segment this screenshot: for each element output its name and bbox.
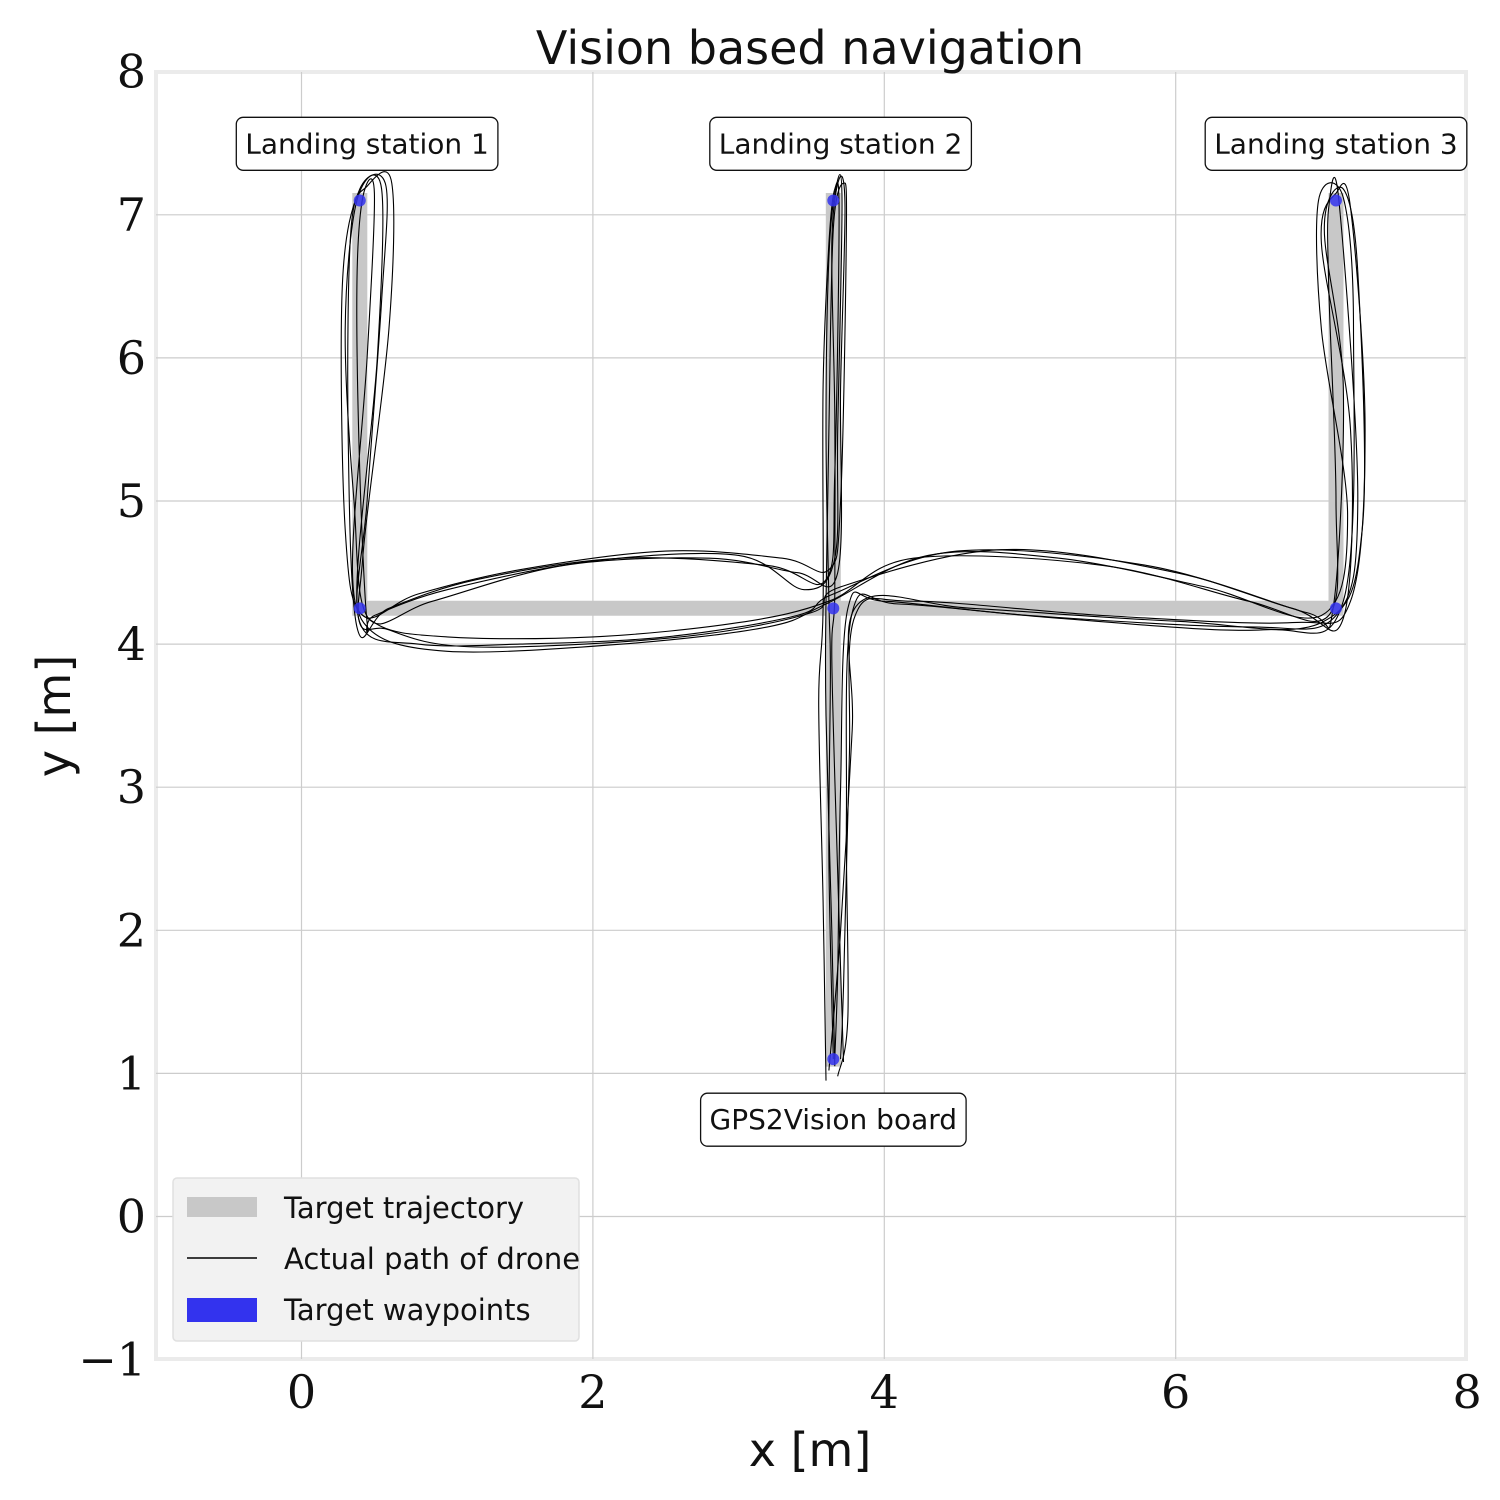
y-tick-label: −1 bbox=[78, 1333, 146, 1387]
actual-path-line bbox=[347, 171, 1355, 1081]
actual-path-line bbox=[344, 174, 1366, 1071]
x-tick-label: 6 bbox=[1161, 1365, 1190, 1419]
annotation-label: GPS2Vision board bbox=[710, 1103, 958, 1136]
legend: Target trajectory Actual path of drone T… bbox=[172, 1177, 580, 1342]
annotation: Landing station 3 bbox=[1204, 116, 1468, 171]
annotation: Landing station 1 bbox=[235, 116, 499, 171]
annotation-label: Landing station 1 bbox=[245, 127, 489, 160]
waypoint-marker bbox=[827, 602, 840, 615]
chart-title: Vision based navigation bbox=[536, 21, 1084, 75]
y-tick-labels: −1 0 1 2 3 4 5 6 7 8 bbox=[78, 45, 146, 1387]
annotation: Landing station 2 bbox=[709, 116, 973, 171]
x-tick-label: 2 bbox=[578, 1365, 607, 1419]
y-tick-label: 5 bbox=[117, 474, 146, 528]
legend-swatch-target-trajectory bbox=[187, 1197, 257, 1217]
x-tick-label: 8 bbox=[1452, 1365, 1481, 1419]
annotation-box bbox=[699, 1092, 967, 1147]
waypoint-marker bbox=[353, 602, 366, 615]
annotation-box bbox=[235, 116, 499, 171]
legend-swatch-target-waypoints bbox=[187, 1298, 257, 1322]
legend-label-target-trajectory: Target trajectory bbox=[283, 1191, 524, 1225]
waypoint-marker bbox=[827, 1053, 840, 1066]
y-tick-label: 2 bbox=[117, 903, 146, 957]
annotations: Landing station 1 Landing station 2 Landin… bbox=[235, 116, 1468, 1147]
y-axis-title: y [m] bbox=[27, 655, 81, 778]
y-tick-label: 3 bbox=[117, 760, 146, 814]
waypoint-marker bbox=[1329, 194, 1342, 207]
y-tick-label: 4 bbox=[117, 617, 146, 671]
y-tick-label: 1 bbox=[117, 1046, 146, 1100]
y-tick-label: 0 bbox=[117, 1190, 146, 1244]
annotation-label: Landing station 3 bbox=[1214, 127, 1458, 160]
x-axis-title: x [m] bbox=[749, 1423, 872, 1477]
x-tick-labels: 0 2 4 6 8 bbox=[287, 1365, 1482, 1419]
target-waypoints bbox=[353, 194, 1342, 1066]
x-tick-label: 4 bbox=[870, 1365, 899, 1419]
annotation-box bbox=[1204, 116, 1468, 171]
legend-box bbox=[172, 1177, 580, 1342]
legend-label-target-waypoints: Target waypoints bbox=[283, 1293, 531, 1327]
y-tick-label: 7 bbox=[117, 188, 146, 242]
y-tick-label: 8 bbox=[117, 45, 146, 99]
annotation-label: Landing station 2 bbox=[719, 127, 963, 160]
x-tick-label: 0 bbox=[287, 1365, 316, 1419]
actual-path-line bbox=[340, 173, 1366, 1067]
legend-label-actual-path: Actual path of drone bbox=[284, 1242, 580, 1276]
y-tick-label: 6 bbox=[117, 331, 146, 385]
annotation: GPS2Vision board bbox=[699, 1092, 967, 1147]
waypoint-marker bbox=[827, 194, 840, 207]
target-trajectory-segment bbox=[352, 193, 841, 616]
annotation-box bbox=[709, 116, 973, 171]
waypoint-marker bbox=[353, 194, 366, 207]
waypoint-marker bbox=[1329, 602, 1342, 615]
actual-paths bbox=[340, 171, 1366, 1081]
